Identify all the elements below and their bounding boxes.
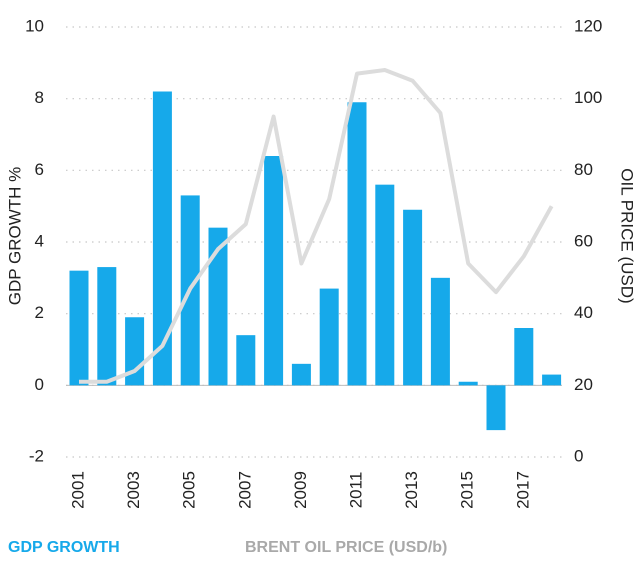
y2-tick-label: 20 [574,375,593,394]
bar [319,288,339,386]
y-tick-label: 4 [35,231,44,250]
bar [347,102,367,386]
bar [152,91,172,386]
y-tick-label: 2 [35,303,44,322]
bar [208,227,228,386]
bar [375,184,395,386]
y-tick-label: 0 [35,375,44,394]
y-axis-label: GDP GROWTH % [5,167,24,306]
y2-tick-label: 40 [574,303,593,322]
bar [514,328,534,386]
x-tick-label: 2015 [458,471,477,509]
bar [486,385,506,431]
y-tick-label: 10 [25,16,44,35]
bar [542,374,562,386]
x-tick-label: 2007 [235,471,254,509]
x-tick-label: 2017 [513,471,532,509]
y2-tick-label: 80 [574,160,593,179]
y-tick-label: 8 [35,88,44,107]
x-tick-label: 2011 [346,472,365,509]
legend-entry: BRENT OIL PRICE (USD/b) [245,539,447,556]
x-tick-label: 2005 [180,471,199,509]
bar [236,335,256,386]
y-tick-label: -2 [29,446,44,465]
legend-entry: GDP GROWTH [8,539,120,556]
x-tick-label: 2003 [124,471,143,509]
y-tick-label: 6 [35,160,44,179]
y2-tick-label: 0 [574,446,583,465]
x-tick-label: 2001 [68,471,87,509]
y2-axis-label: OIL PRICE (USD) [618,168,637,303]
y2-tick-label: 100 [574,88,602,107]
x-tick-label: 2013 [402,471,421,509]
y2-tick-label: 120 [574,16,602,35]
bar [291,363,311,386]
bar [403,209,423,386]
oil-price-line [79,68,554,384]
bar [69,270,89,386]
y2-tick-label: 60 [574,231,593,250]
bar [97,267,117,386]
x-tick-label: 2009 [291,471,310,509]
bar [458,381,478,386]
bar [430,277,450,386]
bar [264,156,284,386]
